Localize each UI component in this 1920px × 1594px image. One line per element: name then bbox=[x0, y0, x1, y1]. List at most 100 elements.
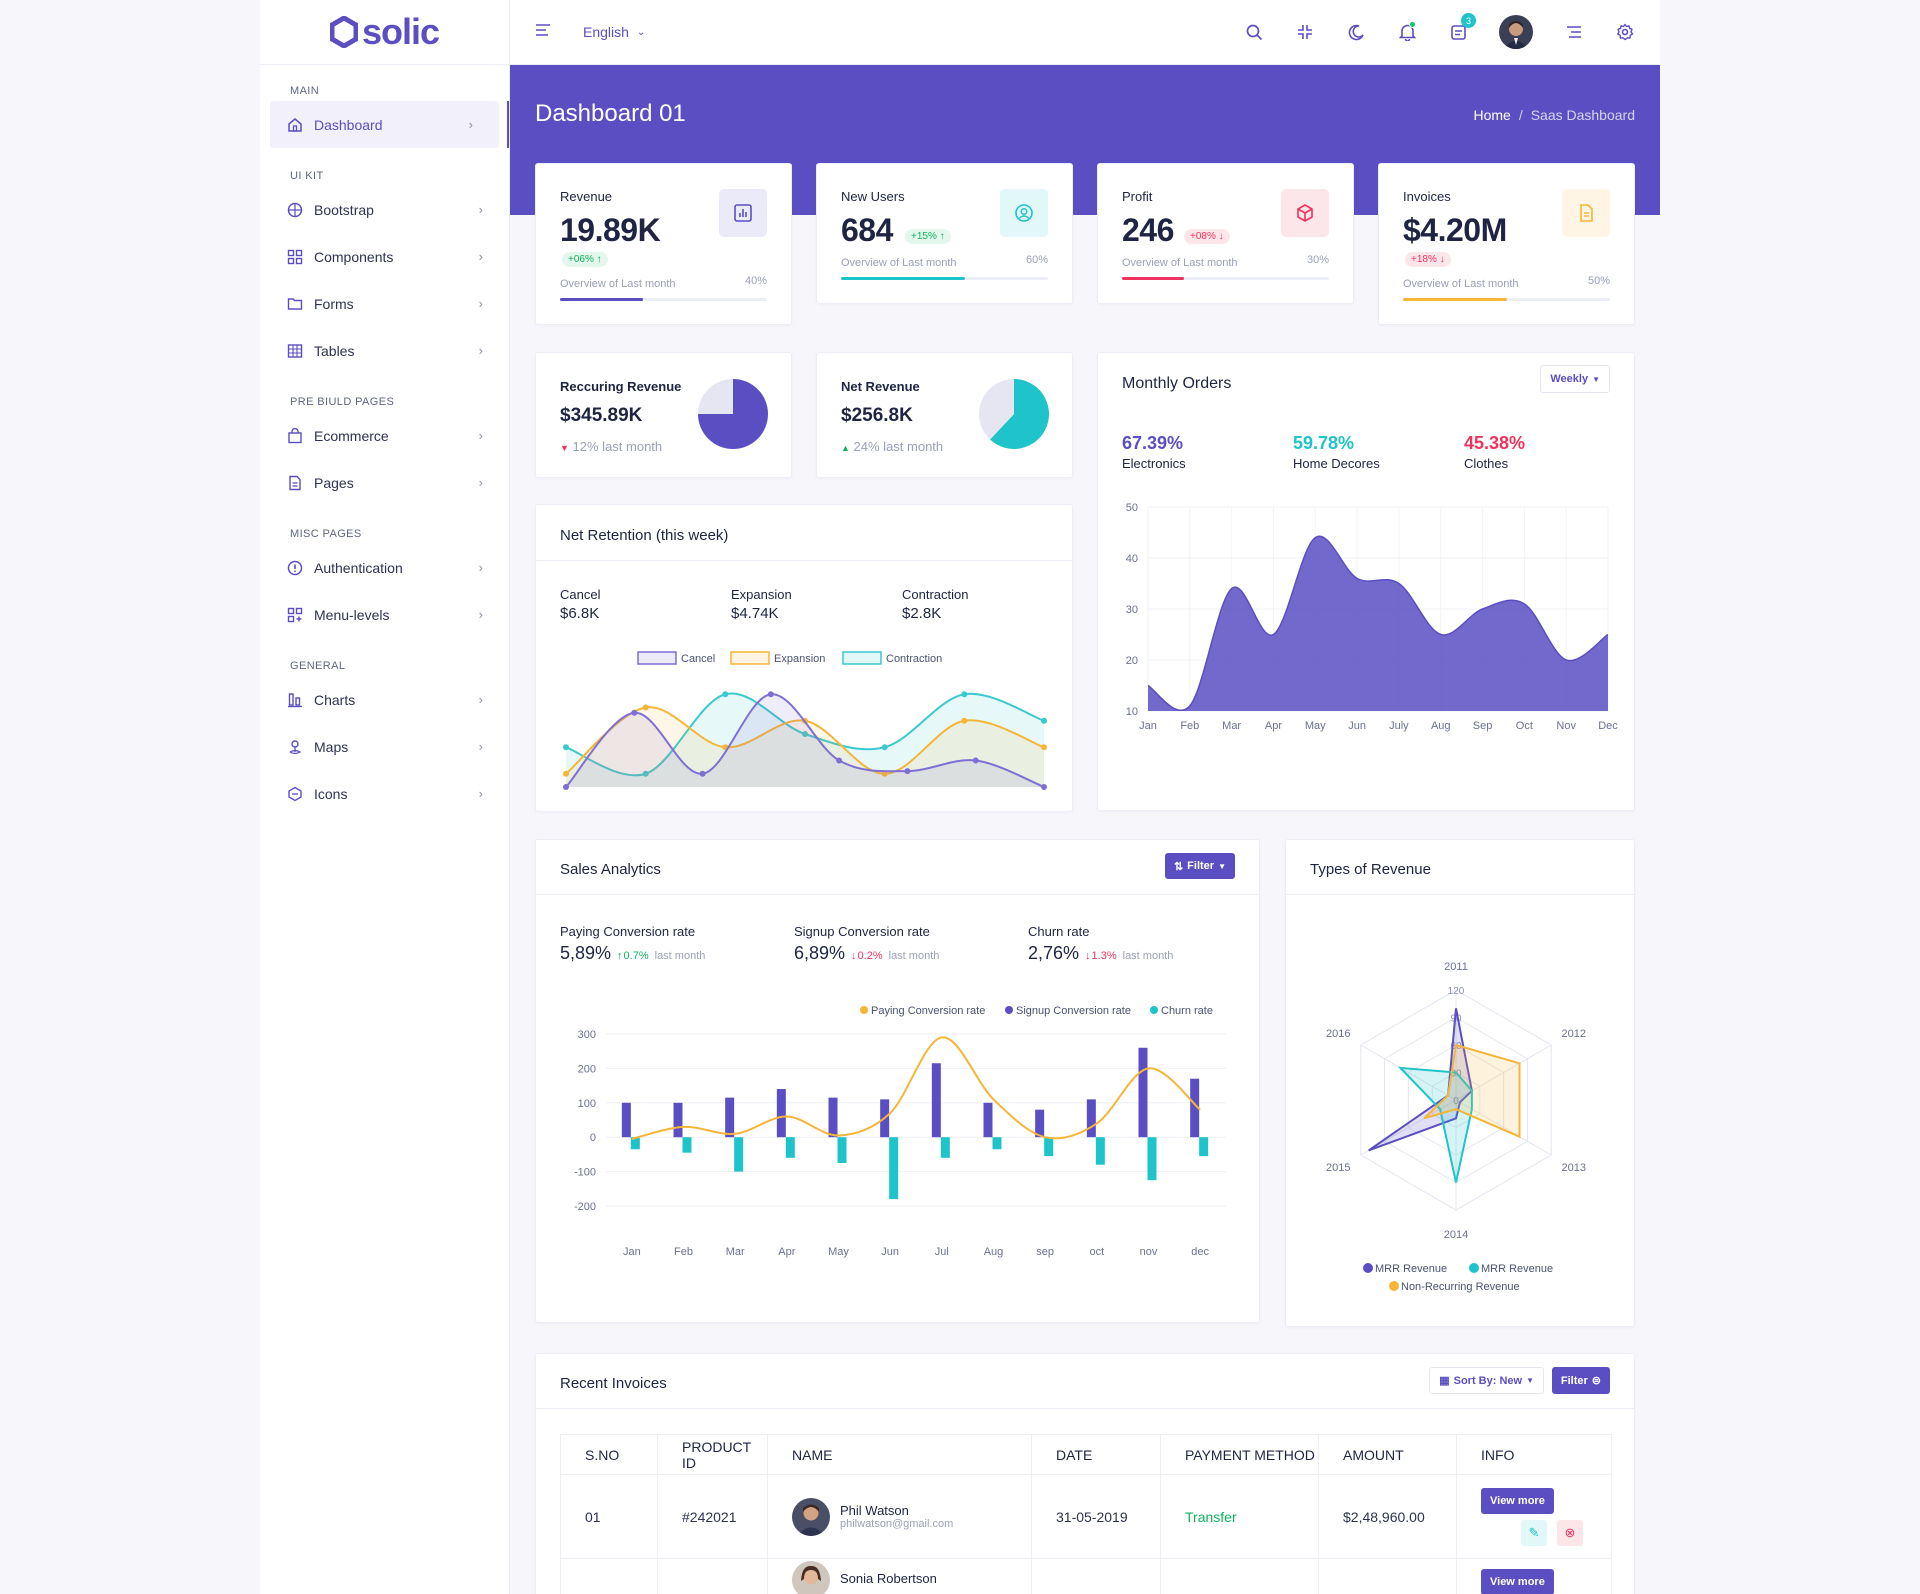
sort-by-dropdown[interactable]: ▦ Sort By: New ▼ bbox=[1429, 1367, 1544, 1394]
sidebar-item-bootstrap[interactable]: Bootstrap › bbox=[260, 186, 509, 233]
delete-icon[interactable]: ⊗ bbox=[1557, 1519, 1583, 1546]
area-fill bbox=[1148, 536, 1608, 711]
category-stat: 45.38% Clothes bbox=[1464, 433, 1614, 471]
stat-change: +15% ↑ bbox=[905, 229, 951, 244]
bar-chart-icon bbox=[734, 204, 752, 222]
x-tick-label: Oct bbox=[1516, 720, 1533, 732]
metric-note: last month bbox=[1122, 950, 1174, 962]
sidebar-item-label: Charts bbox=[314, 691, 356, 708]
search-icon[interactable] bbox=[1244, 22, 1264, 42]
retention-stat: Expansion $4.74K bbox=[731, 587, 792, 622]
chevron-right-icon: › bbox=[478, 560, 483, 575]
notification-bell-icon[interactable] bbox=[1397, 21, 1417, 42]
x-tick-label: Mar bbox=[726, 1246, 745, 1258]
radar-axis-label: 2014 bbox=[1444, 1229, 1468, 1241]
legend-marker bbox=[1005, 1006, 1013, 1014]
sidebar-item-forms[interactable]: Forms › bbox=[260, 280, 509, 327]
y-tick-label: 300 bbox=[578, 1029, 596, 1041]
brand-logo[interactable]: solic bbox=[260, 0, 509, 65]
stat-change: +18% ↓ bbox=[1405, 252, 1451, 267]
metric-change: 0.7% bbox=[623, 950, 649, 962]
metric-value: 2,76% bbox=[1028, 943, 1080, 963]
invoice-filter-button[interactable]: Filter ⊜ bbox=[1551, 1367, 1610, 1394]
stat-note: Overview of Last month bbox=[560, 278, 676, 290]
settings-gear-icon[interactable] bbox=[1615, 22, 1635, 42]
series-point bbox=[631, 709, 638, 716]
fullscreen-icon[interactable] bbox=[1295, 22, 1315, 42]
chevron-right-icon: › bbox=[478, 249, 483, 264]
recent-invoices-card: Recent Invoices ▦ Sort By: New ▼ Filter ⊜ S… bbox=[535, 1353, 1635, 1594]
sidebar-item-menu-levels[interactable]: Menu-levels › bbox=[260, 591, 509, 638]
language-selector[interactable]: English ⌄ bbox=[583, 24, 645, 40]
dark-mode-icon[interactable] bbox=[1346, 22, 1366, 42]
metric-label: Churn rate bbox=[1028, 924, 1090, 939]
stat-note: Overview of Last month bbox=[841, 257, 957, 269]
cell-date bbox=[1031, 1558, 1161, 1594]
button-label: Filter bbox=[1560, 1374, 1588, 1387]
y-tick-label: 200 bbox=[578, 1063, 596, 1075]
sidebar-item-ecommerce[interactable]: Ecommerce › bbox=[260, 412, 509, 459]
stat-value: $4.20M bbox=[1403, 212, 1507, 248]
metric-label: Paying Conversion rate bbox=[560, 924, 696, 939]
x-tick-label: Feb bbox=[674, 1246, 693, 1258]
weekly-dropdown[interactable]: Weekly ▼ bbox=[1540, 365, 1610, 393]
stat-label: Revenue bbox=[560, 189, 613, 204]
sidebar-item-charts[interactable]: Charts › bbox=[260, 676, 509, 723]
x-tick-label: Jun bbox=[1348, 720, 1366, 732]
sidebar-item-label: Ecommerce bbox=[314, 427, 389, 444]
card-sub: ▲ 24% last month bbox=[841, 439, 943, 454]
sidebar-item-pages[interactable]: Pages › bbox=[260, 459, 509, 506]
stat-progress-track bbox=[560, 298, 767, 301]
card-value: $345.89K bbox=[560, 405, 643, 426]
sidebar-item-dashboard[interactable]: Dashboard › bbox=[270, 101, 509, 148]
radar-tick-label: 90 bbox=[1450, 1014, 1462, 1025]
bar bbox=[682, 1137, 692, 1153]
globe-icon bbox=[286, 201, 304, 219]
legend-label: Churn rate bbox=[1161, 1005, 1213, 1017]
sidebar-item-icons[interactable]: Icons › bbox=[260, 770, 509, 817]
x-tick-label: Aug bbox=[984, 1246, 1004, 1258]
monthly-orders-card: Monthly Orders Weekly ▼ 67.39% Electronics… bbox=[1097, 352, 1635, 811]
user-circle-icon bbox=[1015, 204, 1033, 222]
stat-note: Overview of Last month bbox=[1122, 257, 1238, 269]
bar bbox=[776, 1089, 786, 1138]
view-more-button[interactable]: View more bbox=[1481, 1569, 1554, 1594]
edit-icon[interactable]: ✎ bbox=[1521, 1519, 1547, 1546]
legend-label: Paying Conversion rate bbox=[871, 1005, 985, 1017]
sidebar-item-authentication[interactable]: Authentication › bbox=[260, 544, 509, 591]
alert-circle-icon bbox=[286, 559, 304, 577]
recurring-revenue-card: Reccuring Revenue $345.89K ▼ 12% last mo… bbox=[535, 352, 792, 478]
radar-tick-label: 0 bbox=[1453, 1096, 1459, 1107]
metric-note: last month bbox=[888, 950, 940, 962]
section-general: GENERAL bbox=[290, 660, 346, 672]
radar-tick-label: 120 bbox=[1448, 986, 1465, 997]
sidebar-item-maps[interactable]: Maps › bbox=[260, 723, 509, 770]
sidebar-item-label: Authentication bbox=[314, 559, 403, 576]
legend-marker bbox=[860, 1006, 868, 1014]
x-tick-label: nov bbox=[1140, 1246, 1158, 1258]
series-point bbox=[642, 770, 649, 777]
sales-filter-button[interactable]: ⇅ Filter ▼ bbox=[1164, 853, 1235, 879]
user-avatar[interactable] bbox=[1499, 15, 1533, 49]
messages-icon[interactable]: 3 bbox=[1448, 13, 1476, 42]
card-value: $256.8K bbox=[841, 405, 913, 426]
series-point bbox=[1041, 784, 1047, 790]
column-header: S.NO bbox=[560, 1434, 658, 1475]
box-icon bbox=[1297, 204, 1313, 222]
x-tick-label: Aug bbox=[1431, 720, 1451, 732]
align-right-icon[interactable] bbox=[1564, 22, 1584, 42]
sidebar-item-tables[interactable]: Tables › bbox=[260, 327, 509, 374]
metric-value: 6,89% bbox=[794, 943, 846, 963]
series-point bbox=[722, 691, 729, 698]
breadcrumb-home[interactable]: Home bbox=[1473, 107, 1511, 123]
section-misc: MISC PAGES bbox=[290, 528, 362, 540]
stat-percent: 30% bbox=[1306, 254, 1329, 266]
view-more-button[interactable]: View more bbox=[1481, 1487, 1554, 1514]
sidebar-item-components[interactable]: Components › bbox=[260, 233, 509, 280]
y-tick-label: -100 bbox=[574, 1167, 596, 1179]
menu-toggle-icon[interactable] bbox=[535, 23, 553, 42]
legend-label: MRR Revenue bbox=[1481, 1263, 1553, 1275]
stat-progress-fill bbox=[560, 298, 643, 301]
chevron-right-icon: › bbox=[478, 296, 483, 311]
category-pct: 59.78% bbox=[1293, 433, 1355, 453]
